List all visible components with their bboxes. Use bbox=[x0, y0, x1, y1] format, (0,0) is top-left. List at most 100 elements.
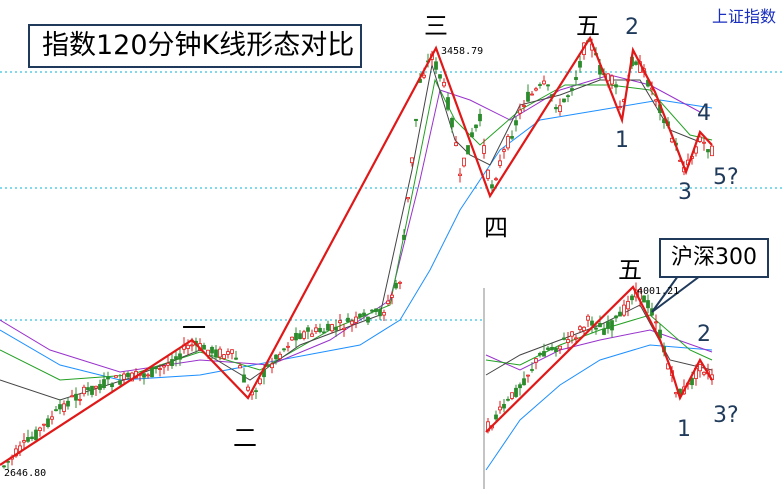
inset-candle-body-9 bbox=[522, 378, 526, 386]
candle-body-88 bbox=[354, 316, 358, 323]
candle-body-18 bbox=[74, 393, 78, 401]
candle-body-117 bbox=[470, 132, 474, 138]
candle-body-114 bbox=[458, 173, 462, 177]
candle-body-116 bbox=[466, 145, 470, 155]
candle-body-0 bbox=[2, 465, 6, 468]
wave-label-3: 三 bbox=[424, 12, 448, 40]
candle-body-30 bbox=[122, 373, 126, 380]
inset-candle-body-23 bbox=[578, 326, 582, 330]
inset-candle-body-11 bbox=[530, 369, 534, 371]
candle-body-68 bbox=[274, 354, 278, 360]
moving-average-inset-ma-green bbox=[485, 314, 713, 366]
candle-body-56 bbox=[226, 351, 230, 355]
candle-body-177 bbox=[710, 145, 714, 157]
candle-body-55 bbox=[222, 354, 226, 359]
inset-candle-body-40 bbox=[646, 300, 650, 309]
candle-body-73 bbox=[294, 332, 298, 341]
wave-line-inset bbox=[485, 285, 713, 433]
candle-body-23 bbox=[94, 385, 98, 389]
inset-wave-label-5: 五 bbox=[618, 256, 642, 284]
candle-body-91 bbox=[366, 316, 370, 323]
candle-body-16 bbox=[66, 400, 70, 407]
candle-body-13 bbox=[54, 409, 58, 412]
inset-candle-body-47 bbox=[674, 392, 678, 395]
candle-body-21 bbox=[86, 387, 90, 391]
wave-label-4: 四 bbox=[484, 214, 508, 242]
candle-body-72 bbox=[290, 336, 294, 341]
candle-body-8 bbox=[34, 429, 38, 441]
candle-body-110 bbox=[442, 81, 446, 87]
inset-candle-body-31 bbox=[610, 320, 614, 331]
candle-body-22 bbox=[90, 385, 94, 395]
inset-panel bbox=[483, 282, 784, 489]
candle-body-89 bbox=[358, 313, 362, 318]
sub-wave-label-3: 3 bbox=[678, 180, 692, 205]
candle-body-108 bbox=[434, 61, 438, 70]
candle-body-136 bbox=[546, 84, 550, 87]
candle-body-93 bbox=[374, 308, 378, 312]
inset-candle-body-3 bbox=[498, 406, 502, 411]
candle-body-80 bbox=[322, 331, 326, 334]
inset-sub-label-3: 3? bbox=[713, 403, 739, 428]
inset-candle-body-26 bbox=[590, 320, 594, 326]
candle-body-153 bbox=[614, 84, 618, 88]
candle-body-29 bbox=[118, 380, 122, 385]
candle-body-94 bbox=[378, 309, 382, 317]
inset-candle-body-6 bbox=[510, 392, 514, 399]
inset-sub-label-2: 2 bbox=[697, 322, 711, 347]
candle-body-113 bbox=[454, 142, 458, 147]
inset-candle-body-4 bbox=[502, 403, 506, 409]
sub-wave-label-1: 1 bbox=[615, 128, 629, 153]
inset-sub-label-1: 1 bbox=[677, 417, 691, 442]
candle-body-74 bbox=[298, 333, 302, 340]
candle-body-87 bbox=[350, 320, 354, 325]
inset-candles bbox=[486, 282, 714, 434]
candle-body-67 bbox=[270, 363, 274, 369]
candle-body-83 bbox=[334, 326, 338, 331]
candle-body-143 bbox=[574, 77, 578, 80]
wave-line-main-0 bbox=[0, 35, 713, 466]
sub-wave-label-5: 5? bbox=[713, 165, 739, 190]
candle-body-135 bbox=[542, 80, 546, 85]
inset-candle-body-39 bbox=[642, 295, 646, 303]
inset-candle-body-13 bbox=[538, 352, 542, 356]
candle-body-122 bbox=[490, 184, 494, 189]
inset-candle-body-27 bbox=[594, 327, 598, 330]
candle-body-139 bbox=[558, 105, 562, 112]
inset-candle-body-34 bbox=[622, 304, 626, 316]
candle-body-76 bbox=[306, 327, 310, 332]
candle-body-109 bbox=[438, 74, 442, 79]
inset-candle-body-19 bbox=[562, 337, 566, 340]
candle-body-59 bbox=[238, 365, 242, 369]
candle-body-140 bbox=[562, 98, 566, 103]
candle-body-158 bbox=[634, 61, 638, 65]
candle-body-90 bbox=[362, 312, 366, 316]
inset-candle-body-28 bbox=[598, 323, 602, 328]
candle-body-5 bbox=[22, 440, 26, 443]
low-price-label: 2646.80 bbox=[4, 468, 47, 479]
moving-average-ma-purple bbox=[0, 74, 701, 373]
candle-body-79 bbox=[318, 327, 322, 333]
candle-body-24 bbox=[98, 384, 102, 390]
candle-body-112 bbox=[450, 117, 454, 128]
candle-body-58 bbox=[234, 357, 238, 360]
candle-body-130 bbox=[522, 105, 526, 107]
inset-candle-body-14 bbox=[542, 351, 546, 357]
candle-body-35 bbox=[142, 373, 146, 378]
candle-body-10 bbox=[42, 423, 46, 426]
wave-label-1: 一 bbox=[182, 314, 206, 342]
inset-candle-body-8 bbox=[518, 384, 522, 389]
candle-body-125 bbox=[502, 149, 506, 152]
inset-candle-body-29 bbox=[602, 328, 606, 335]
candle-body-152 bbox=[610, 75, 614, 85]
candle-body-142 bbox=[570, 88, 574, 91]
candle-body-77 bbox=[310, 333, 314, 337]
candle-body-71 bbox=[286, 345, 290, 348]
candle-body-85 bbox=[342, 327, 346, 330]
candle-body-129 bbox=[518, 109, 522, 114]
candle-body-75 bbox=[302, 331, 306, 339]
candle-body-20 bbox=[82, 386, 86, 395]
candle-body-81 bbox=[326, 323, 330, 331]
candle-body-97 bbox=[390, 294, 394, 298]
candle-body-52 bbox=[210, 346, 214, 354]
